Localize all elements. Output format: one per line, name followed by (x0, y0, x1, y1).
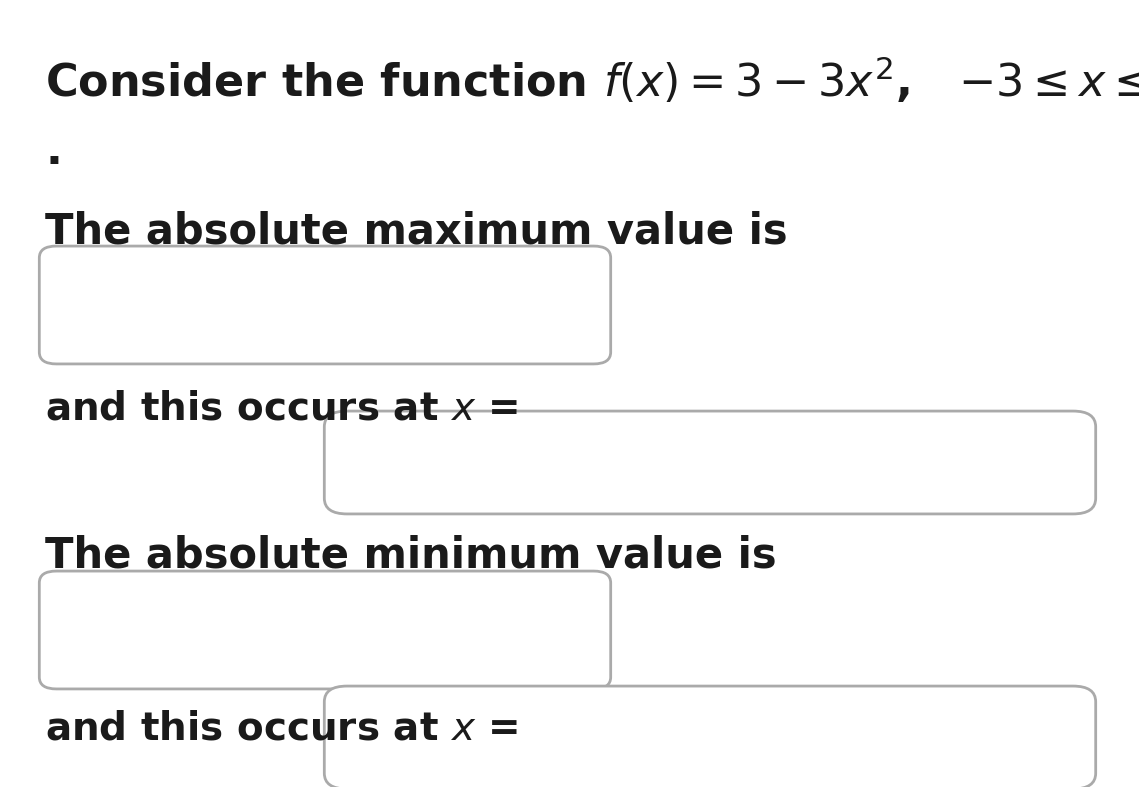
Text: The absolute minimum value is: The absolute minimum value is (46, 535, 777, 577)
FancyBboxPatch shape (40, 246, 611, 364)
FancyBboxPatch shape (325, 686, 1096, 787)
Text: .: . (46, 130, 62, 173)
FancyBboxPatch shape (325, 411, 1096, 514)
Text: Consider the function $f(x) = 3 - 3x^2$,   $-3 \leq x \leq 1$: Consider the function $f(x) = 3 - 3x^2$,… (46, 55, 1139, 105)
FancyBboxPatch shape (40, 571, 611, 689)
Text: and this occurs at $x$ =: and this occurs at $x$ = (46, 390, 518, 428)
Text: and this occurs at $x$ =: and this occurs at $x$ = (46, 710, 518, 748)
Text: The absolute maximum value is: The absolute maximum value is (46, 210, 788, 252)
